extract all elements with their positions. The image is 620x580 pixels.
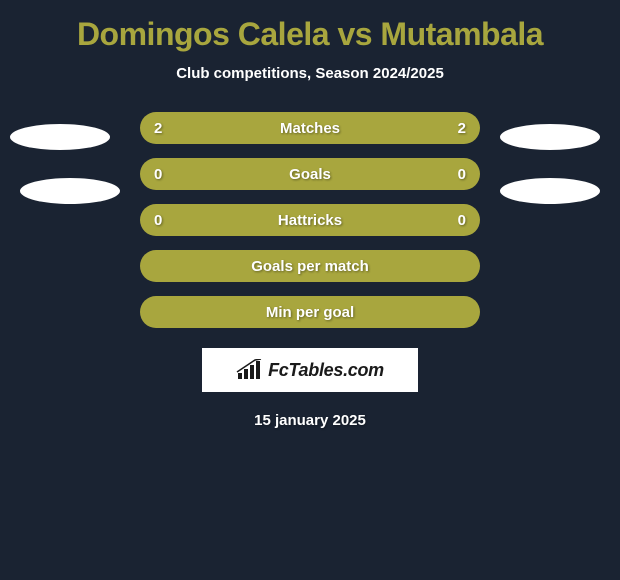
brand-text: FcTables.com	[268, 360, 384, 381]
stat-right-value: 0	[458, 212, 466, 229]
stat-label: Min per goal	[266, 304, 354, 321]
stat-row-goals: 0 Goals 0	[140, 158, 480, 190]
stat-right-value: 0	[458, 166, 466, 183]
decorative-ellipse	[500, 178, 600, 204]
decorative-ellipse	[10, 124, 110, 150]
stat-row-hattricks: 0 Hattricks 0	[140, 204, 480, 236]
stat-label: Goals per match	[251, 258, 369, 275]
page-title: Domingos Calela vs Mutambala	[0, 16, 620, 53]
date-text: 15 january 2025	[0, 412, 620, 429]
decorative-ellipse	[20, 178, 120, 204]
stats-card: Domingos Calela vs Mutambala Club compet…	[0, 0, 620, 439]
stat-label: Matches	[280, 120, 340, 137]
stat-left-value: 0	[154, 212, 162, 229]
bar-chart-icon	[236, 359, 262, 381]
brand-box: FcTables.com	[202, 348, 418, 392]
decorative-ellipse	[500, 124, 600, 150]
stat-label: Goals	[289, 166, 331, 183]
stat-row-matches: 2 Matches 2	[140, 112, 480, 144]
stat-row-min-per-goal: Min per goal	[140, 296, 480, 328]
stat-label: Hattricks	[278, 212, 342, 229]
stat-row-goals-per-match: Goals per match	[140, 250, 480, 282]
stat-left-value: 2	[154, 120, 162, 137]
stat-right-value: 2	[458, 120, 466, 137]
stat-left-value: 0	[154, 166, 162, 183]
page-subtitle: Club competitions, Season 2024/2025	[0, 65, 620, 82]
